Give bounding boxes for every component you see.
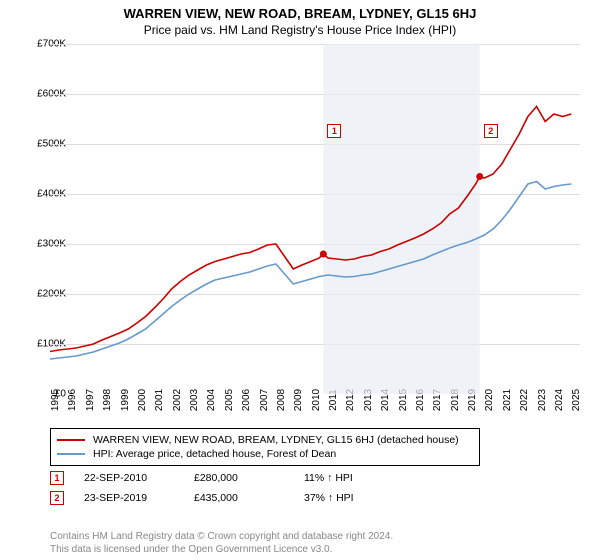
- sale-delta: 11% ↑ HPI: [304, 472, 394, 484]
- legend-swatch-hpi: [57, 453, 85, 456]
- table-row: 2 23-SEP-2019 £435,000 37% ↑ HPI: [50, 488, 394, 508]
- plot-area: [50, 44, 580, 394]
- sale-marker-icon: 1: [50, 471, 64, 485]
- legend-swatch-property: [57, 439, 85, 442]
- footer-line2: This data is licensed under the Open Gov…: [50, 543, 393, 556]
- sale-delta: 37% ↑ HPI: [304, 492, 394, 504]
- sale-point-2: [476, 173, 483, 180]
- legend: WARREN VIEW, NEW ROAD, BREAM, LYDNEY, GL…: [50, 428, 480, 466]
- legend-label-hpi: HPI: Average price, detached house, Fore…: [93, 448, 336, 460]
- chart-title: WARREN VIEW, NEW ROAD, BREAM, LYDNEY, GL…: [0, 0, 600, 21]
- sales-table: 1 22-SEP-2010 £280,000 11% ↑ HPI 2 23-SE…: [50, 468, 394, 508]
- footer-line1: Contains HM Land Registry data © Crown c…: [50, 530, 393, 543]
- sale-price: £280,000: [194, 472, 284, 484]
- sale-date: 23-SEP-2019: [84, 492, 174, 504]
- chart-marker-1: 1: [327, 124, 341, 138]
- sale-point-1: [320, 251, 327, 258]
- legend-row-property: WARREN VIEW, NEW ROAD, BREAM, LYDNEY, GL…: [57, 433, 473, 447]
- series-hpi: [50, 182, 571, 360]
- legend-row-hpi: HPI: Average price, detached house, Fore…: [57, 447, 473, 461]
- chart-subtitle: Price paid vs. HM Land Registry's House …: [0, 21, 600, 41]
- chart-container: WARREN VIEW, NEW ROAD, BREAM, LYDNEY, GL…: [0, 0, 600, 560]
- sale-price: £435,000: [194, 492, 284, 504]
- sale-marker-icon: 2: [50, 491, 64, 505]
- footer: Contains HM Land Registry data © Crown c…: [50, 530, 393, 556]
- legend-label-property: WARREN VIEW, NEW ROAD, BREAM, LYDNEY, GL…: [93, 434, 459, 446]
- sale-date: 22-SEP-2010: [84, 472, 174, 484]
- table-row: 1 22-SEP-2010 £280,000 11% ↑ HPI: [50, 468, 394, 488]
- shaded-region: [323, 44, 479, 394]
- chart-marker-2: 2: [484, 124, 498, 138]
